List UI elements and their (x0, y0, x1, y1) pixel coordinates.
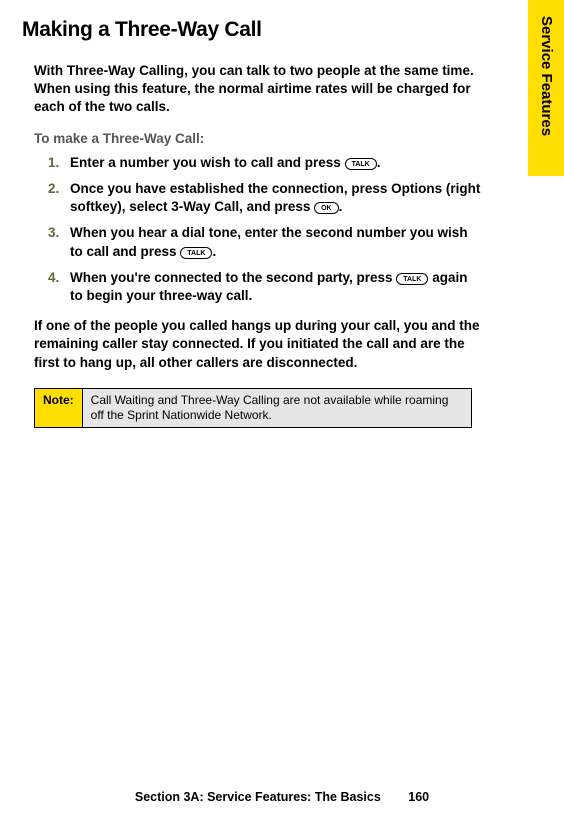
step-number: 3. (48, 224, 59, 242)
step-1: 1. Enter a number you wish to call and p… (48, 154, 482, 172)
step-text: . (212, 244, 216, 259)
footer-page-number: 160 (408, 790, 429, 804)
after-paragraph: If one of the people you called hangs up… (22, 317, 482, 372)
step-text: . (339, 199, 343, 214)
step-4: 4. When you're connected to the second p… (48, 269, 482, 305)
step-2: 2. Once you have established the connect… (48, 180, 482, 216)
page-content: Making a Three-Way Call With Three-Way C… (0, 0, 564, 428)
step-number: 2. (48, 180, 59, 198)
talk-key-icon: TALK (396, 273, 428, 285)
ok-key-icon: OK (314, 202, 339, 214)
page-title: Making a Three-Way Call (22, 18, 482, 42)
note-label: Note: (35, 389, 83, 427)
footer-section: Section 3A: Service Features: The Basics (135, 790, 381, 804)
step-text: When you hear a dial tone, enter the sec… (70, 225, 468, 258)
step-text: Once you have established the connection… (70, 181, 391, 196)
talk-key-icon: TALK (345, 158, 377, 170)
threeway-label: 3-Way Call (171, 199, 239, 214)
intro-paragraph: With Three-Way Calling, you can talk to … (22, 62, 482, 117)
step-text: , and press (239, 199, 314, 214)
options-label: Options (391, 181, 442, 196)
step-number: 1. (48, 154, 59, 172)
side-tab-label: Service Features (538, 16, 555, 136)
step-text: Enter a number you wish to call and pres… (70, 155, 345, 170)
talk-key-icon: TALK (180, 247, 212, 259)
side-tab: Service Features (528, 0, 564, 176)
step-3: 3. When you hear a dial tone, enter the … (48, 224, 482, 260)
step-text: When you're connected to the second part… (70, 270, 396, 285)
procedure-heading: To make a Three-Way Call: (22, 131, 482, 146)
note-text: Call Waiting and Three-Way Calling are n… (83, 389, 471, 427)
step-number: 4. (48, 269, 59, 287)
step-text: . (377, 155, 381, 170)
note-box: Note: Call Waiting and Three-Way Calling… (34, 388, 472, 428)
steps-list: 1. Enter a number you wish to call and p… (22, 154, 482, 306)
page-footer: Section 3A: Service Features: The Basics… (0, 790, 564, 804)
